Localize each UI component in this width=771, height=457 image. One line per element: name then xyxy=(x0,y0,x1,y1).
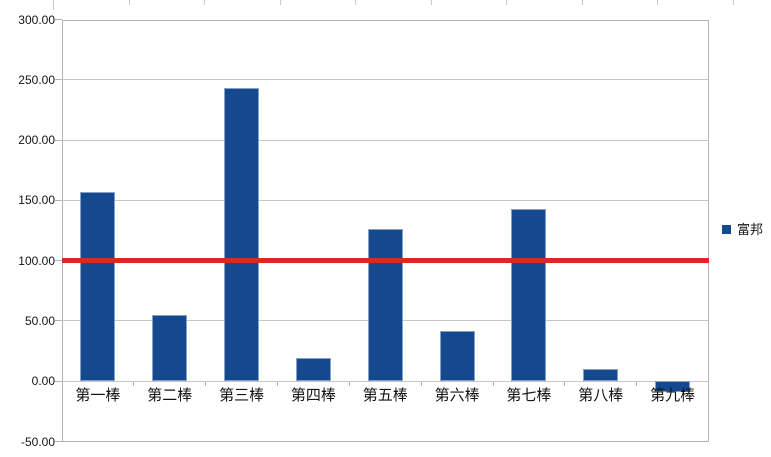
grid-stub xyxy=(506,0,507,5)
x-axis-tick xyxy=(708,381,709,387)
x-axis-tick xyxy=(636,381,638,387)
x-axis-category-label: 第四棒 xyxy=(290,387,336,405)
y-axis-tick xyxy=(55,260,62,262)
grid-stub xyxy=(53,0,54,10)
grid-stub xyxy=(204,0,205,5)
grid-stub xyxy=(128,0,130,5)
x-axis-tick xyxy=(61,381,63,387)
x-axis-tick xyxy=(492,381,494,387)
x-axis-category-label: 第六棒 xyxy=(434,387,480,405)
bar-第六棒[interactable] xyxy=(439,330,475,382)
reference-line[interactable] xyxy=(62,258,709,264)
y-axis-tick xyxy=(55,79,62,81)
legend-label: 富邦 xyxy=(737,222,764,237)
x-axis-tick xyxy=(277,381,278,387)
y-axis-tick xyxy=(55,441,62,442)
grid-stub xyxy=(581,0,583,5)
bar-第二棒[interactable] xyxy=(152,314,188,382)
gridline xyxy=(62,79,709,81)
y-axis-tick xyxy=(55,19,62,20)
y-axis-tick xyxy=(55,320,62,322)
plot-area[interactable] xyxy=(62,19,709,442)
legend-swatch-icon xyxy=(722,225,731,234)
grid-stub xyxy=(657,0,658,5)
y-axis-tick-label: 300.00 xyxy=(18,12,55,27)
x-axis-category-label: 第七棒 xyxy=(506,387,552,405)
grid-stub xyxy=(430,0,432,5)
x-axis-tick xyxy=(348,381,350,387)
x-axis-category-label: 第二棒 xyxy=(147,387,193,405)
x-axis-category-label: 第三棒 xyxy=(219,387,265,405)
x-axis-category-label: 第一棒 xyxy=(75,387,121,405)
bar-第三棒[interactable] xyxy=(224,88,260,382)
bar-第四棒[interactable] xyxy=(295,358,331,382)
x-axis-tick xyxy=(564,381,566,387)
y-axis-tick-label: -50.00 xyxy=(20,434,55,449)
y-axis-tick-label: 250.00 xyxy=(18,72,55,87)
x-axis-category-label: 第八棒 xyxy=(578,387,624,405)
x-axis-line xyxy=(62,380,709,382)
y-axis-tick-label: 0.00 xyxy=(31,374,55,389)
legend[interactable]: 富邦 xyxy=(722,222,763,237)
bar-第一棒[interactable] xyxy=(80,191,116,382)
y-axis-tick-label: 150.00 xyxy=(18,193,55,208)
y-axis-tick-label: 50.00 xyxy=(24,313,55,328)
y-axis-tick xyxy=(55,199,62,201)
bar-第九棒[interactable] xyxy=(655,381,691,393)
bar-第七棒[interactable] xyxy=(511,208,547,382)
grid-stub xyxy=(279,0,281,5)
bar-第八棒[interactable] xyxy=(583,369,619,382)
y-axis-tick xyxy=(55,139,62,141)
y-axis-tick-label: 200.00 xyxy=(18,133,55,148)
y-axis-tick-label: 100.00 xyxy=(18,253,55,268)
grid-stub xyxy=(732,0,734,5)
bar-第五棒[interactable] xyxy=(367,229,403,382)
x-axis-category-label: 第九棒 xyxy=(650,387,696,405)
gridline xyxy=(62,139,709,141)
x-axis-tick xyxy=(420,381,422,387)
gridline xyxy=(62,199,709,201)
x-axis-tick xyxy=(205,381,207,387)
y-axis-tick xyxy=(55,380,62,382)
x-axis-category-label: 第五棒 xyxy=(362,387,408,405)
x-axis-tick xyxy=(133,381,135,387)
grid-stub xyxy=(355,0,356,5)
